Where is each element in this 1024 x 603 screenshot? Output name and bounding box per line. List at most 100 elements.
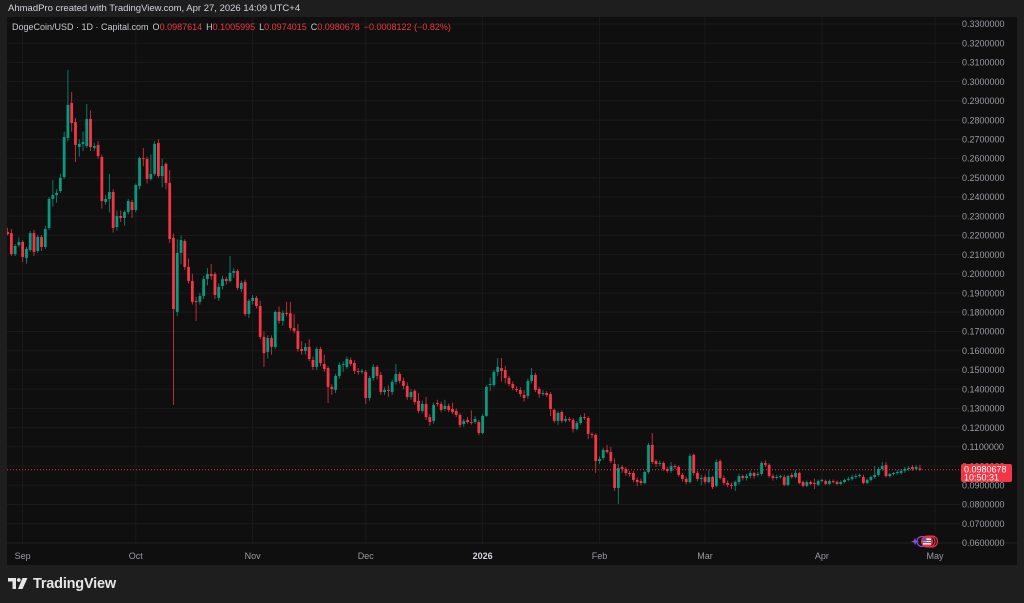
- candle: [503, 366, 507, 384]
- time-axis-label: Nov: [245, 551, 262, 561]
- candle: [752, 471, 756, 479]
- candle-body: [209, 274, 213, 276]
- candle: [281, 310, 285, 326]
- candle: [413, 389, 417, 405]
- candle-body: [179, 240, 183, 253]
- candle: [594, 433, 598, 473]
- candle-body: [820, 479, 824, 482]
- candle: [515, 386, 518, 393]
- candle-body: [96, 144, 100, 157]
- candle-body: [66, 104, 70, 138]
- us-flag-event-icon[interactable]: [921, 535, 933, 548]
- candle-body: [492, 371, 496, 385]
- candle: [616, 464, 620, 504]
- candle: [632, 470, 635, 483]
- candle-body: [771, 476, 775, 478]
- candle-body: [251, 297, 255, 301]
- price-axis-label: 0.1700000: [962, 327, 1005, 337]
- chart-panel[interactable]: 0.3300000 0.3200000 0.3100000 0.3000000 0.29…: [7, 17, 1017, 565]
- candle: [417, 393, 420, 414]
- candle-body: [552, 409, 556, 421]
- candle-body: [402, 380, 405, 386]
- candle-body: [43, 229, 47, 247]
- candle-body: [831, 481, 835, 483]
- candle: [730, 482, 733, 490]
- candle-body: [507, 378, 511, 384]
- candle: [707, 469, 711, 484]
- candle-body: [571, 419, 575, 429]
- candle: [104, 195, 108, 205]
- candle: [477, 419, 481, 436]
- candle: [202, 275, 206, 299]
- candle: [500, 358, 503, 382]
- time-axis-label: May: [927, 551, 945, 561]
- candle: [620, 465, 624, 473]
- candle: [379, 371, 383, 395]
- sparkle-event-icon[interactable]: [911, 537, 919, 546]
- symbol-legend[interactable]: DogeCoin/USD · 1D · Capital.com O 0.0987…: [12, 22, 451, 32]
- candle: [658, 460, 662, 467]
- price-axis[interactable]: 0.3300000 0.3200000 0.3100000 0.3000000 0.29…: [962, 19, 1005, 548]
- candle: [277, 306, 281, 324]
- candle-body: [797, 472, 801, 483]
- candle: [462, 418, 466, 427]
- candle: [605, 444, 609, 454]
- candle: [624, 467, 628, 476]
- candle-body: [236, 270, 239, 288]
- candle-body: [364, 371, 368, 399]
- candle-body: [688, 456, 692, 483]
- candlestick-chart[interactable]: 0.3300000 0.3200000 0.3100000 0.3000000 0.29…: [7, 17, 1017, 565]
- candle: [583, 413, 586, 420]
- candle-body: [190, 280, 194, 302]
- candle-body: [854, 476, 858, 478]
- candle-body: [684, 478, 688, 483]
- candle-body: [304, 346, 307, 351]
- candle-body: [126, 201, 130, 212]
- candle: [432, 402, 436, 424]
- candle: [835, 480, 839, 486]
- price-axis-label: 0.1600000: [962, 346, 1005, 356]
- candle: [737, 473, 741, 485]
- candle: [828, 479, 831, 486]
- candle: [484, 385, 488, 418]
- candle: [198, 293, 202, 305]
- time-axis[interactable]: Sep Oct Nov Dec 2026 Feb Mar Apr May: [15, 551, 944, 561]
- candle-body: [409, 392, 413, 398]
- candle-body: [104, 198, 108, 202]
- candle: [650, 433, 654, 465]
- candle: [157, 139, 160, 178]
- candle-body: [138, 157, 141, 187]
- candle-body: [183, 240, 187, 267]
- tradingview-logo-icon: [8, 578, 28, 589]
- candle-body: [337, 364, 341, 376]
- candle-body: [643, 472, 647, 483]
- price-axis-label: 0.1100000: [962, 442, 1004, 452]
- candle: [748, 470, 752, 479]
- candle: [398, 371, 402, 384]
- candle-body: [526, 380, 530, 396]
- time-axis-label: Sep: [15, 551, 31, 561]
- candle: [304, 343, 307, 355]
- candle-body: [673, 466, 677, 468]
- candle-body: [239, 282, 243, 290]
- candle-body: [202, 279, 206, 296]
- candle: [126, 198, 130, 215]
- candle-body: [861, 477, 865, 483]
- candle-body: [413, 390, 417, 403]
- events-markers[interactable]: [911, 535, 939, 548]
- candle: [428, 414, 432, 426]
- candle-body: [892, 472, 895, 474]
- candle: [439, 401, 443, 413]
- candle: [55, 189, 59, 203]
- candle-body: [149, 173, 153, 179]
- candle-body: [123, 211, 126, 218]
- candle: [541, 390, 545, 396]
- candle-body: [515, 388, 518, 390]
- candle: [66, 69, 70, 142]
- candle-body: [907, 467, 911, 469]
- symbol-title[interactable]: DogeCoin/USD · 1D · Capital.com: [12, 22, 149, 32]
- candle: [458, 413, 462, 428]
- price-axis-label: 0.0900000: [962, 480, 1005, 490]
- footer-branding: TradingView: [8, 576, 116, 592]
- candle-body: [812, 482, 816, 484]
